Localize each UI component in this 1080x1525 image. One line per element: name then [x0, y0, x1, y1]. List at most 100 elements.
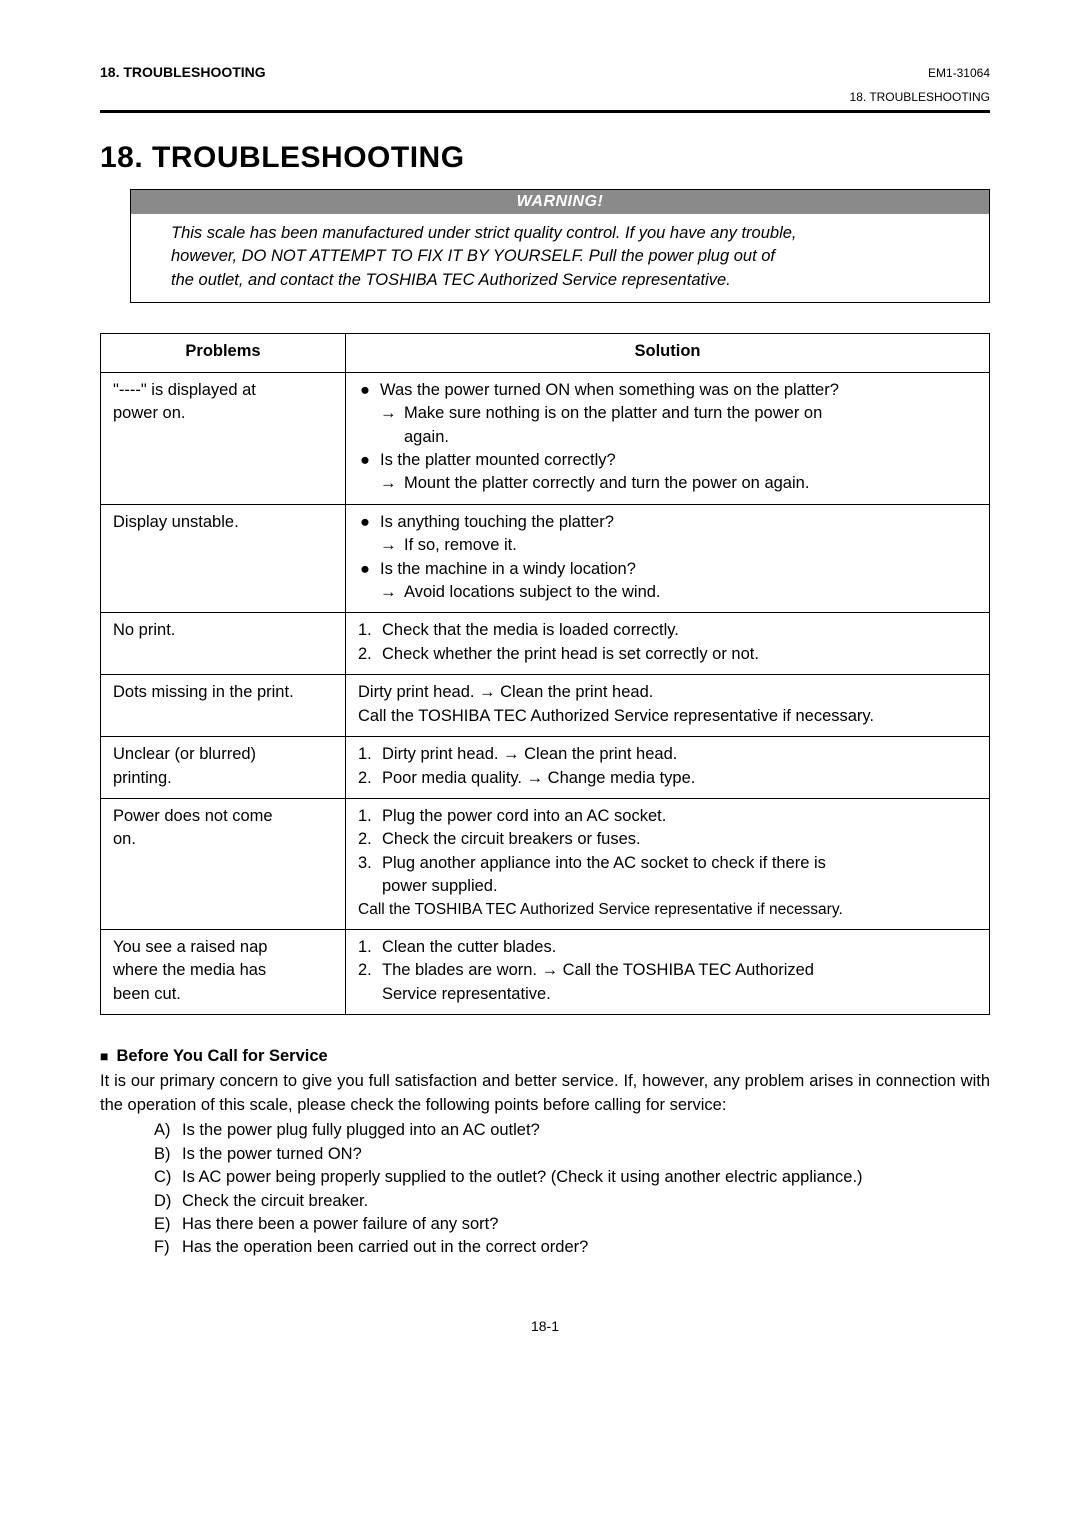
header-rule [100, 110, 990, 113]
header-left: 18. TROUBLESHOOTING [100, 64, 266, 80]
text: If so, remove it. [404, 534, 977, 557]
text: Check whether the print head is set corr… [382, 643, 977, 666]
text: You see a raised nap [113, 936, 333, 959]
header-right-sub: 18. TROUBLESHOOTING [100, 90, 990, 104]
warning-line: however, DO NOT ATTEMPT TO FIX IT BY YOU… [171, 245, 961, 268]
table-row: Power does not come on. 1. Plug the powe… [101, 799, 990, 930]
text: Dirty print head. → Clean the print head… [382, 743, 977, 766]
arrow-item: → Mount the platter correctly and turn t… [360, 472, 977, 495]
num-label: 2. [358, 767, 382, 790]
item-label: E) [154, 1213, 182, 1236]
text: Check the circuit breakers or fuses. [382, 828, 977, 851]
col-solution: Solution [346, 334, 990, 372]
bullet-icon: ● [360, 379, 380, 402]
bullet-icon: ● [360, 511, 380, 534]
arrow-icon: → [380, 581, 404, 604]
item-label: C) [154, 1166, 182, 1189]
bullet-item: ● Is anything touching the platter? [360, 511, 977, 534]
text: Is the machine in a windy location? [380, 558, 977, 581]
arrow-item: → If so, remove it. [360, 534, 977, 557]
bullet-item: ● Is the platter mounted correctly? [360, 449, 977, 472]
warning-body: This scale has been manufactured under s… [131, 214, 989, 302]
num-item: 1. Plug the power cord into an AC socket… [358, 805, 977, 828]
num-item: 2. Poor media quality. → Change media ty… [358, 767, 977, 790]
item-label: A) [154, 1119, 182, 1142]
text: been cut. [113, 983, 333, 1006]
warning-line: the outlet, and contact the TOSHIBA TEC … [171, 269, 961, 292]
text: Check the circuit breaker. [182, 1190, 990, 1213]
solution-cell: 1. Clean the cutter blades. 2. The blade… [346, 929, 990, 1014]
check-list: A) Is the power plug fully plugged into … [100, 1119, 990, 1260]
list-item: E) Has there been a power failure of any… [154, 1213, 990, 1236]
table-row: Unclear (or blurred) printing. 1. Dirty … [101, 737, 990, 799]
solution-cell: Dirty print head. → Clean the print head… [346, 675, 990, 737]
text: Make sure nothing is on the platter and … [404, 402, 977, 425]
text: power on. [113, 402, 333, 425]
list-item: F) Has the operation been carried out in… [154, 1236, 990, 1259]
text: Poor media quality. → Change media type. [382, 767, 977, 790]
problem-cell: Unclear (or blurred) printing. [101, 737, 346, 799]
section-title: 18. TROUBLESHOOTING [100, 141, 990, 175]
before-service-section: ■ Before You Call for Service It is our … [100, 1045, 990, 1260]
num-item: 2. The blades are worn. → Call the TOSHI… [358, 959, 977, 982]
intro-text: It is our primary concern to give you fu… [100, 1070, 990, 1117]
text: Clean the cutter blades. [382, 936, 977, 959]
table-row: "----" is displayed at power on. ● Was t… [101, 372, 990, 504]
problem-cell: Power does not come on. [101, 799, 346, 930]
bullet-item: ● Is the machine in a windy location? [360, 558, 977, 581]
page-container: 18. TROUBLESHOOTING EM1-31064 18. TROUBL… [0, 0, 1080, 1374]
text: again. [360, 426, 977, 449]
problem-cell: Dots missing in the print. [101, 675, 346, 737]
problem-cell: "----" is displayed at power on. [101, 372, 346, 504]
text: Avoid locations subject to the wind. [404, 581, 977, 604]
text: power supplied. [358, 875, 977, 898]
text: Mount the platter correctly and turn the… [404, 472, 977, 495]
problem-cell: No print. [101, 613, 346, 675]
list-item: A) Is the power plug fully plugged into … [154, 1119, 990, 1142]
arrow-icon: → [380, 402, 404, 425]
text: "----" is displayed at [113, 379, 333, 402]
num-label: 1. [358, 805, 382, 828]
text: Has there been a power failure of any so… [182, 1213, 990, 1236]
warning-label: WARNING! [131, 190, 989, 214]
solution-cell: ● Was the power turned ON when something… [346, 372, 990, 504]
num-item: 2. Check the circuit breakers or fuses. [358, 828, 977, 851]
table-row: You see a raised nap where the media has… [101, 929, 990, 1014]
list-item: B) Is the power turned ON? [154, 1143, 990, 1166]
arrow-item: → Avoid locations subject to the wind. [360, 581, 977, 604]
table-header-row: Problems Solution [101, 334, 990, 372]
header-right-code: EM1-31064 [928, 66, 990, 80]
text: Is AC power being properly supplied to t… [182, 1166, 990, 1189]
running-header: 18. TROUBLESHOOTING EM1-31064 [100, 64, 990, 80]
num-label: 2. [358, 959, 382, 982]
troubleshooting-table: Problems Solution "----" is displayed at… [100, 333, 990, 1015]
text: The blades are worn. → Call the TOSHIBA … [382, 959, 977, 982]
square-icon: ■ [100, 1047, 108, 1067]
arrow-icon: → [380, 534, 404, 557]
solution-cell: 1. Check that the media is loaded correc… [346, 613, 990, 675]
text: Is anything touching the platter? [380, 511, 977, 534]
item-label: B) [154, 1143, 182, 1166]
num-label: 2. [358, 828, 382, 851]
text: Service representative. [358, 983, 977, 1006]
warning-line: This scale has been manufactured under s… [171, 222, 961, 245]
warning-box: WARNING! This scale has been manufacture… [130, 189, 990, 303]
problem-cell: Display unstable. [101, 504, 346, 613]
page-number: 18-1 [100, 1318, 990, 1334]
table-row: No print. 1. Check that the media is loa… [101, 613, 990, 675]
text: Is the power turned ON? [182, 1143, 990, 1166]
num-label: 1. [358, 743, 382, 766]
text: Plug another appliance into the AC socke… [382, 852, 977, 875]
num-item: 3. Plug another appliance into the AC so… [358, 852, 977, 875]
num-label: 3. [358, 852, 382, 875]
text: Was the power turned ON when something w… [380, 379, 977, 402]
text: on. [113, 828, 333, 851]
arrow-icon: → [380, 472, 404, 495]
num-label: 2. [358, 643, 382, 666]
table-row: Display unstable. ● Is anything touching… [101, 504, 990, 613]
num-item: 2. Check whether the print head is set c… [358, 643, 977, 666]
text: Has the operation been carried out in th… [182, 1236, 990, 1259]
text: Call the TOSHIBA TEC Authorized Service … [358, 705, 977, 728]
bullet-icon: ● [360, 558, 380, 581]
arrow-item: → Make sure nothing is on the platter an… [360, 402, 977, 425]
